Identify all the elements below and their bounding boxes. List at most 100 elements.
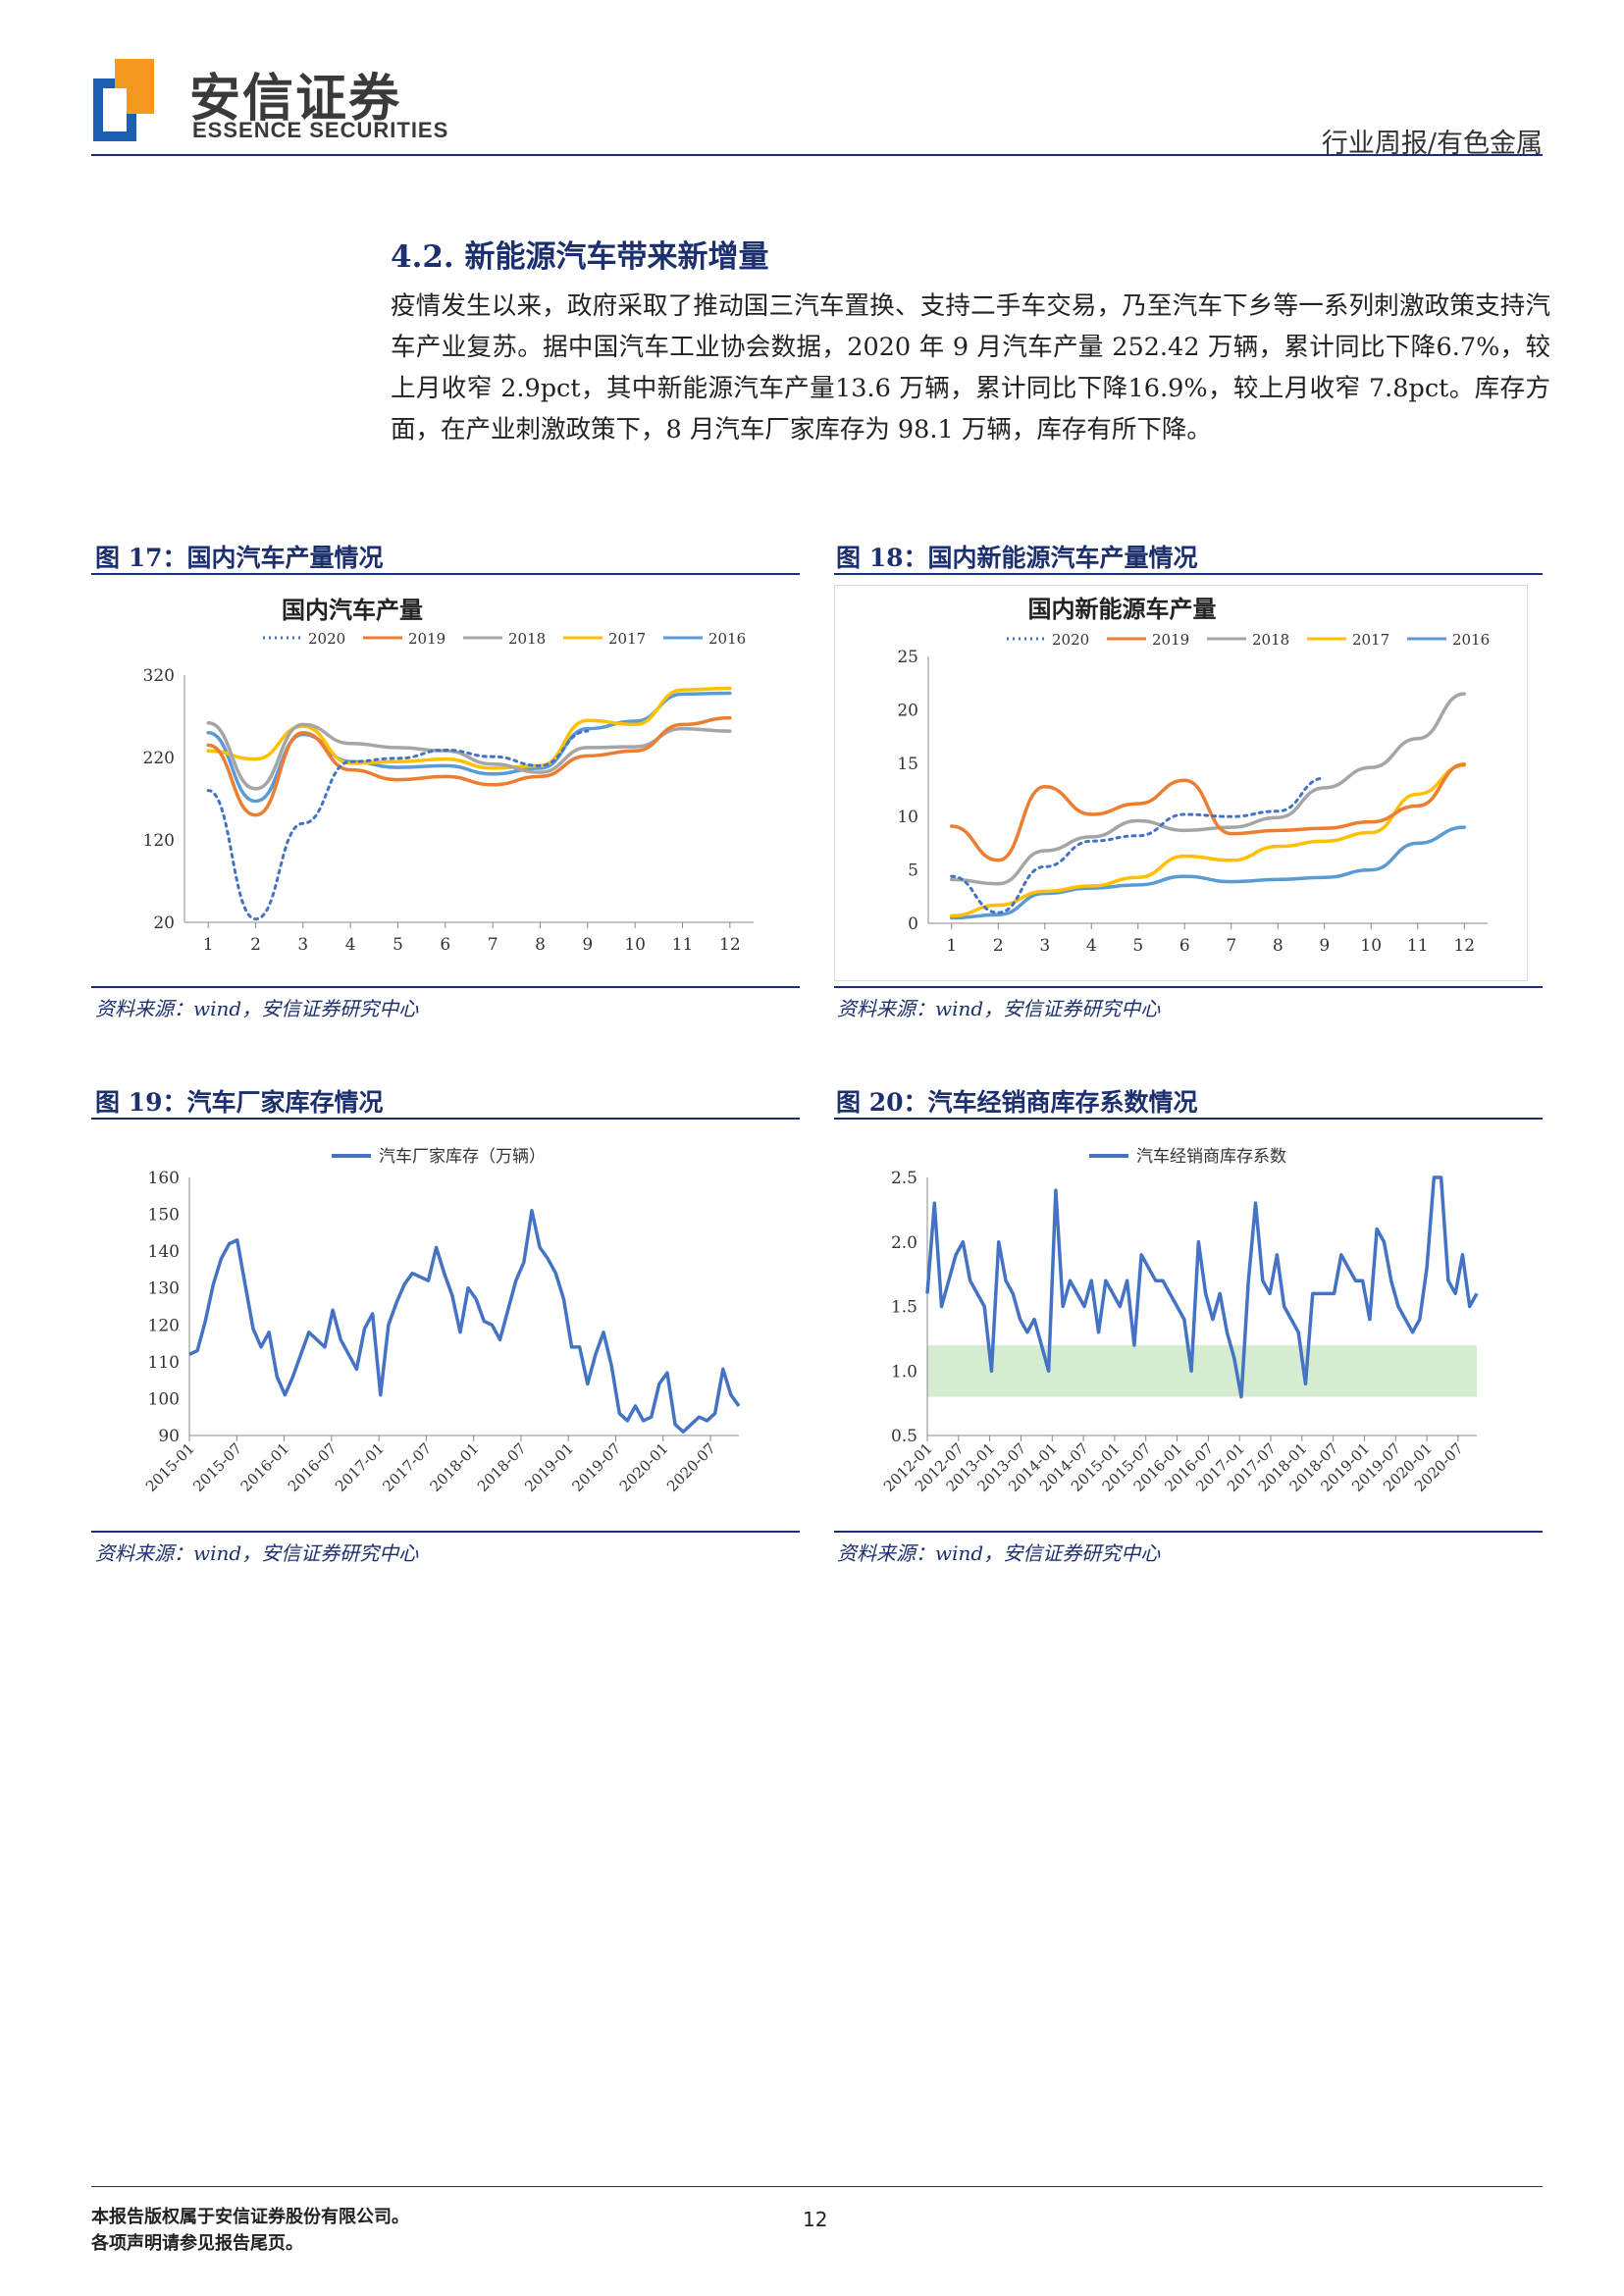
chart-svg: 汽车厂家库存（万辆） 90 100 110 120 130 140 150 160 2015-01…	[142, 1147, 741, 1495]
series-line	[188, 1209, 741, 1434]
figure-18-source: 资料来源：wind，安信证券研究中心	[837, 997, 1161, 1020]
x-tick-label: 4	[1086, 936, 1097, 956]
y-tick-label: 220	[143, 749, 175, 768]
legend-label: 汽车经销商库存系数	[1136, 1147, 1286, 1167]
y-tick-label: 1.0	[891, 1362, 917, 1382]
series-line-2018	[950, 692, 1466, 886]
x-tick-label: 8	[1273, 936, 1283, 956]
x-tick-label: 2017-01	[332, 1439, 388, 1495]
logo-mark-icon	[93, 59, 154, 141]
y-tick-label: 320	[143, 666, 175, 686]
x-tick-label: 12	[1453, 936, 1475, 956]
x-tick-label: 7	[1226, 936, 1236, 956]
footer-rule	[91, 2186, 1543, 2187]
legend-label-2016: 2016	[1452, 631, 1490, 649]
figure-20-title: 图 20：汽车经销商库存系数情况	[836, 1088, 1198, 1117]
x-tick-label: 1	[946, 936, 957, 956]
footer-copyright: 本报告版权属于安信证券股份有限公司。	[91, 2207, 409, 2227]
figure-18-bottom-rule	[834, 986, 1543, 988]
x-tick-label: 2018-01	[427, 1439, 483, 1495]
x-tick-label: 6	[440, 935, 450, 955]
y-tick-label: 20	[153, 913, 175, 933]
section-paragraph: 疫情发生以来，政府采取了推动国三汽车置换、支持二手车交易，乃至汽车下乡等一系列刺…	[391, 291, 1550, 444]
x-tick-label: 6	[1179, 936, 1190, 956]
legend-label-2020: 2020	[1052, 631, 1089, 649]
legend-label-2017: 2017	[608, 630, 646, 648]
y-tick-label: 2.5	[891, 1169, 917, 1188]
y-tick-label: 120	[143, 831, 175, 851]
figure-19-title: 图 19：汽车厂家库存情况	[95, 1088, 384, 1117]
chart-svg: 国内新能源车产量 2020 2019 2018 2017 2016 0 5 10 15 20 25 1 2…	[897, 595, 1490, 956]
figure-17-title: 图 17：国内汽车产量情况	[95, 544, 384, 572]
x-tick-label: 7	[488, 935, 498, 955]
x-tick-label: 12	[719, 935, 741, 955]
figure-18-chart: 国内新能源车产量 2020 2019 2018 2017 2016 0 5 10 15 20 25 1 2…	[834, 585, 1528, 981]
chart-title: 国内汽车产量	[282, 596, 423, 624]
x-tick-label: 2015-01	[142, 1439, 198, 1495]
x-tick-label: 10	[1360, 936, 1382, 956]
legend-label-2018: 2018	[1252, 631, 1289, 649]
x-tick-label: 2020-01	[616, 1439, 672, 1495]
x-tick-label: 1	[203, 935, 214, 955]
x-tick-label: 2016-07	[285, 1439, 341, 1495]
x-tick-label: 2	[250, 935, 261, 955]
series-line-2019	[950, 762, 1466, 862]
figure-17-bottom-rule	[91, 986, 800, 988]
legend-label-2019: 2019	[408, 630, 445, 648]
legend-label-2020: 2020	[308, 630, 345, 648]
x-tick-label: 2020-07	[663, 1439, 719, 1495]
chart-title: 国内新能源车产量	[1028, 595, 1217, 623]
x-tick-label: 5	[393, 935, 403, 955]
series-line-2020	[950, 776, 1327, 914]
y-tick-label: 140	[148, 1242, 180, 1262]
y-tick-label: 25	[897, 648, 918, 667]
figure-17-rule	[91, 573, 800, 575]
logo-cn-text: 安信证券	[189, 70, 402, 129]
legend-label-2016: 2016	[708, 630, 746, 648]
figure-20-bottom-rule	[834, 1531, 1543, 1533]
figure-17-chart: 国内汽车产量 2020 2019 2018 2017 2016 20 120 220 320 1 2 3…	[91, 579, 800, 981]
x-tick-label: 9	[582, 935, 593, 955]
figure-20-rule	[834, 1118, 1543, 1120]
y-tick-label: 15	[897, 755, 918, 774]
y-tick-label: 2.0	[891, 1233, 917, 1253]
y-tick-label: 130	[148, 1279, 180, 1299]
chart-svg: 汽车经销商库存系数0.51.01.52.02.52012-012012-0720…	[880, 1147, 1479, 1495]
y-tick-label: 0	[908, 914, 918, 934]
x-tick-label: 2015-07	[189, 1439, 245, 1495]
series-line	[925, 1175, 1479, 1399]
y-tick-label: 100	[148, 1389, 180, 1409]
x-tick-label: 3	[1039, 936, 1050, 956]
x-tick-label: 5	[1132, 936, 1143, 956]
figure-19-bottom-rule	[91, 1531, 800, 1533]
figure-19-source: 资料来源：wind，安信证券研究中心	[95, 1541, 419, 1565]
x-tick-label: 4	[345, 935, 356, 955]
y-tick-label: 120	[148, 1316, 180, 1335]
figure-18-title: 图 18：国内新能源汽车产量情况	[836, 544, 1198, 572]
x-tick-label: 11	[672, 935, 694, 955]
series-line-2020	[206, 729, 590, 921]
logo-en-text: ESSENCE SECURITIES	[192, 118, 449, 142]
figure-18-rule	[834, 573, 1543, 575]
reference-band	[927, 1344, 1477, 1397]
y-tick-label: 20	[897, 701, 918, 720]
figure-19-chart: 汽车厂家库存（万辆） 90 100 110 120 130 140 150 160 2015-01…	[91, 1128, 800, 1526]
figure-19-rule	[91, 1118, 800, 1120]
legend-label-2018: 2018	[508, 630, 546, 648]
x-tick-label: 11	[1407, 936, 1429, 956]
x-tick-label: 3	[297, 935, 308, 955]
y-tick-label: 90	[158, 1427, 180, 1446]
series-line-2018	[206, 720, 732, 791]
figure-20-chart: 汽车经销商库存系数 0.5 1.0 1.5 2.0 2.5 2012-01 2012-07 20…	[834, 1128, 1543, 1526]
x-tick-label: 2016-01	[237, 1439, 293, 1495]
legend-label-2017: 2017	[1352, 631, 1389, 649]
x-tick-label: 2017-07	[379, 1439, 435, 1495]
x-tick-label: 2019-01	[521, 1439, 577, 1495]
y-tick-label: 10	[897, 808, 918, 827]
y-tick-label: 0.5	[891, 1427, 917, 1446]
x-tick-label: 2019-07	[568, 1439, 624, 1495]
y-tick-label: 1.5	[891, 1298, 917, 1318]
legend-label-2019: 2019	[1152, 631, 1189, 649]
figure-17-source: 资料来源：wind，安信证券研究中心	[95, 997, 419, 1020]
